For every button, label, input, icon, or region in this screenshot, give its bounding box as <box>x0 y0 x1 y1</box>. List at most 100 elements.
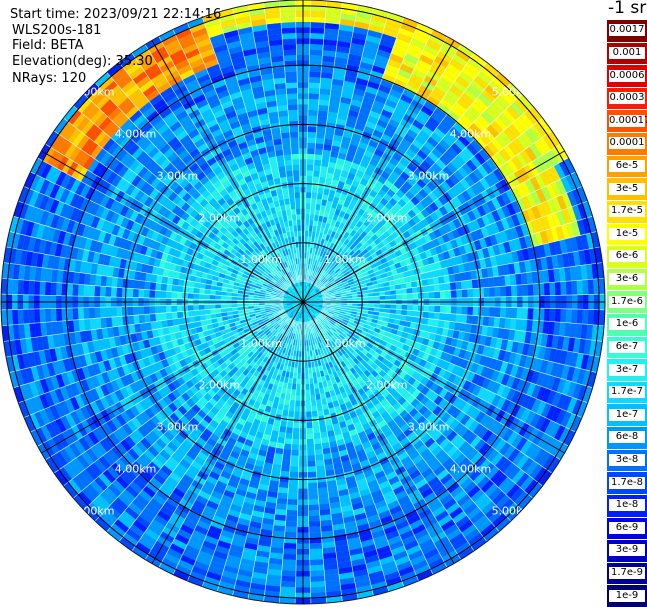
range-gate <box>306 312 310 318</box>
range-gate <box>450 238 459 249</box>
range-gate <box>338 341 345 348</box>
range-gate <box>347 109 360 118</box>
range-gate <box>166 340 174 350</box>
range-gate <box>197 331 205 339</box>
range-gate <box>344 254 351 261</box>
range-gate <box>107 327 115 339</box>
range-gate <box>144 433 156 446</box>
range-gate <box>106 527 123 542</box>
range-gate <box>328 322 334 327</box>
range-gate <box>389 156 400 167</box>
range-gate <box>314 286 320 292</box>
range-gate <box>176 395 187 406</box>
range-gate <box>419 251 428 260</box>
range-gate <box>323 33 339 41</box>
range-gate <box>311 338 316 345</box>
range-gate <box>285 388 292 395</box>
range-gate <box>439 438 451 450</box>
range-gate <box>323 563 339 571</box>
range-gate <box>499 148 512 163</box>
range-gate <box>477 315 484 326</box>
range-gate <box>460 253 469 264</box>
range-gate <box>582 369 592 387</box>
range-gate <box>361 154 372 164</box>
range-gate <box>502 480 516 495</box>
range-gate <box>309 288 314 294</box>
range-gate <box>99 396 110 410</box>
range-gate <box>135 332 143 342</box>
range-gate <box>384 22 401 33</box>
range-gate <box>368 24 385 34</box>
range-gate <box>290 394 296 401</box>
range-gate <box>413 439 425 451</box>
range-gate <box>333 266 339 272</box>
range-gate <box>467 210 477 222</box>
range-gate <box>393 319 401 326</box>
range-gate <box>490 469 504 484</box>
range-gate <box>377 282 384 288</box>
range-gate <box>315 337 320 344</box>
range-gate <box>414 478 428 490</box>
range-gate <box>129 524 145 538</box>
range-gate <box>135 413 147 426</box>
range-gate <box>421 352 430 362</box>
range-gate <box>427 318 434 327</box>
range-gate <box>383 166 394 176</box>
range-gate <box>110 346 119 359</box>
range-gate <box>378 286 385 292</box>
range-gate <box>371 370 379 378</box>
range-gate <box>175 419 186 430</box>
range-gate <box>492 513 508 528</box>
range-gate <box>524 355 533 370</box>
range-gate <box>449 281 457 291</box>
range-gate <box>434 449 447 461</box>
range-gate <box>292 304 299 307</box>
range-gate <box>406 394 416 405</box>
range-gate <box>88 307 95 319</box>
range-gate <box>320 436 330 444</box>
range-gate <box>322 149 332 157</box>
range-gate <box>312 327 316 334</box>
range-gate <box>242 408 251 416</box>
range-gate <box>380 109 393 119</box>
range-gate <box>349 48 364 57</box>
range-gate <box>255 431 265 439</box>
range-gate <box>320 525 334 532</box>
range-gate <box>219 406 229 416</box>
range-gate <box>374 402 384 411</box>
range-gate <box>463 88 478 102</box>
range-gate <box>386 419 397 429</box>
range-gate <box>376 451 387 461</box>
range-gate <box>402 391 412 401</box>
range-gate <box>510 377 521 391</box>
range-gate <box>501 386 511 399</box>
range-gate <box>464 323 472 334</box>
range-gate <box>559 350 568 365</box>
range-gate <box>553 321 561 336</box>
range-gate <box>396 432 407 443</box>
range-gate <box>132 341 140 352</box>
range-gate <box>330 326 337 333</box>
range-gate <box>366 237 374 245</box>
range-gate <box>166 548 183 560</box>
range-gate <box>100 349 109 362</box>
range-gate <box>187 464 200 476</box>
range-gate <box>407 376 417 386</box>
range-gate <box>216 410 226 420</box>
range-gate <box>324 574 340 582</box>
range-gate <box>331 417 339 425</box>
range-gate <box>538 451 552 467</box>
range-gate <box>498 275 506 287</box>
range-gate <box>101 422 113 436</box>
range-gate <box>304 247 308 253</box>
range-gate <box>317 255 322 262</box>
range-gate <box>340 258 347 265</box>
range-gate <box>158 562 176 575</box>
range-gate <box>289 399 296 407</box>
range-gate <box>39 378 50 394</box>
range-gate <box>398 207 408 217</box>
range-gate <box>341 91 353 100</box>
range-gate <box>359 342 367 349</box>
range-gate <box>196 326 203 334</box>
range-gate <box>389 410 400 420</box>
